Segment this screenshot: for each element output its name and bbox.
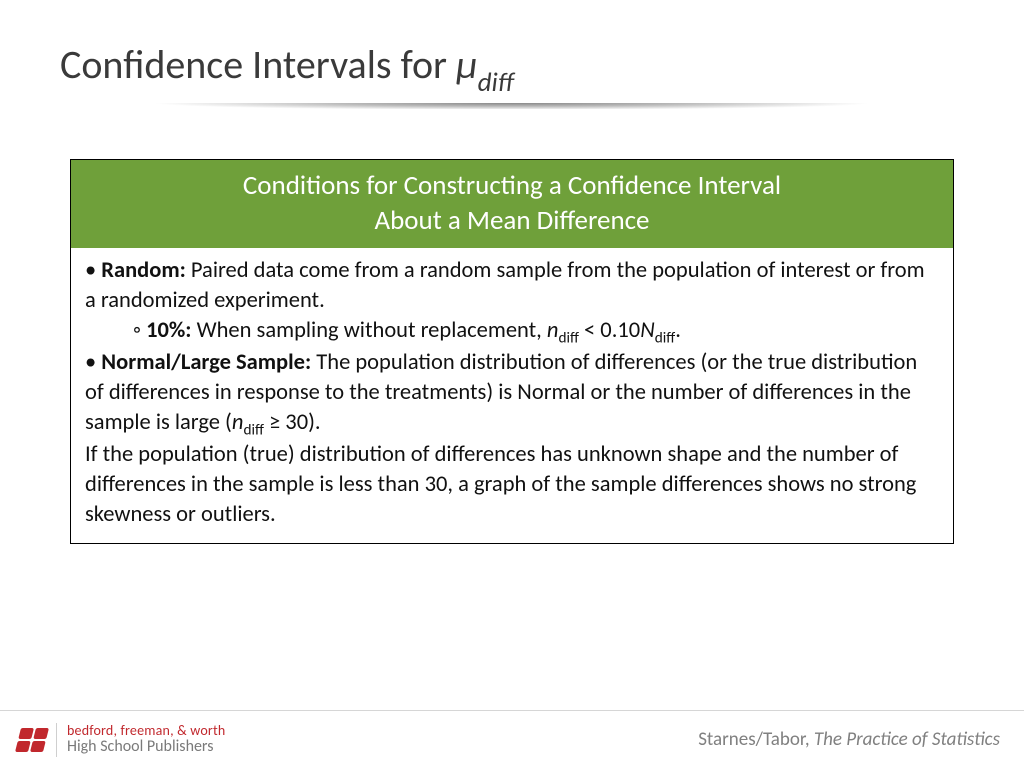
- conditions-body: • Random: Paired data come from a random…: [71, 248, 953, 543]
- slide-content: Confidence Intervals for μdiff Condition…: [0, 0, 1024, 544]
- normal-n: n: [232, 409, 244, 436]
- title-subscript: diff: [478, 66, 514, 99]
- conditions-box: Conditions for Constructing a Confidence…: [70, 159, 954, 544]
- normal-label: Normal/Large Sample:: [101, 349, 311, 376]
- tenpct-post: .: [675, 317, 681, 344]
- publisher-line2: High School Publishers: [67, 738, 225, 756]
- normal-para2: If the population (true) distribution of…: [85, 441, 916, 527]
- title-divider: [60, 103, 964, 109]
- tenpct-Nsub: diff: [655, 328, 675, 347]
- normal-text2: ≥ 30).: [264, 409, 321, 436]
- random-text: Paired data come from a random sample fr…: [85, 257, 925, 314]
- conditions-header-line1: Conditions for Constructing a Confidence…: [243, 169, 781, 202]
- normal-nsub: diff: [243, 420, 263, 439]
- title-prefix: Confidence Intervals for: [60, 40, 456, 89]
- publisher-divider: [56, 723, 57, 757]
- tenpct-N: N: [640, 317, 655, 344]
- conditions-header: Conditions for Constructing a Confidence…: [71, 160, 953, 248]
- publisher-block: bedford, freeman, & worth High School Pu…: [18, 723, 225, 757]
- tenpct-mid: < 0.10: [579, 317, 640, 344]
- conditions-header-line2: About a Mean Difference: [374, 204, 649, 237]
- slide-footer: bedford, freeman, & worth High School Pu…: [0, 710, 1024, 768]
- tenpct-nsub: diff: [558, 328, 578, 347]
- credit-authors: Starnes/Tabor,: [698, 728, 814, 751]
- slide-title: Confidence Intervals for μdiff: [60, 40, 964, 95]
- title-mu: μ: [456, 40, 478, 89]
- tenpct-n: n: [547, 317, 559, 344]
- publisher-text: bedford, freeman, & worth High School Pu…: [67, 723, 225, 757]
- credit-title: The Practice of Statistics: [814, 728, 1000, 751]
- publisher-logo-icon: [15, 728, 49, 752]
- tenpct-row: ◦ 10%: When sampling without replacement…: [85, 316, 939, 349]
- random-label: Random:: [101, 257, 186, 284]
- publisher-line1: bedford, freeman, & worth: [67, 723, 225, 739]
- credit-text: Starnes/Tabor, The Practice of Statistic…: [698, 728, 1000, 751]
- tenpct-label: 10%:: [146, 317, 191, 344]
- tenpct-pre: When sampling without replacement,: [191, 317, 546, 344]
